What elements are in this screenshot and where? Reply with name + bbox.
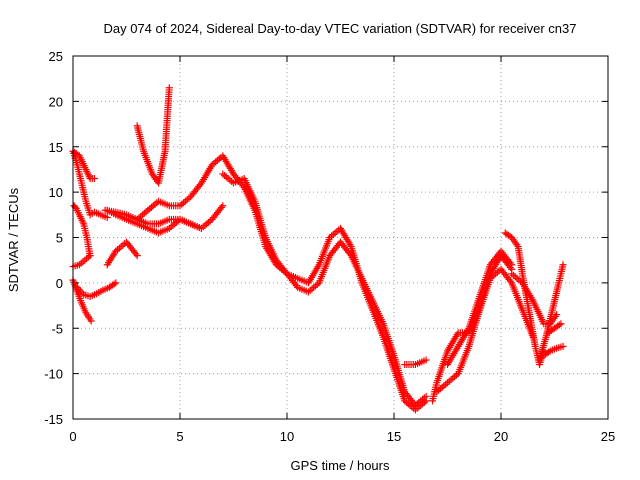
data-point [219, 202, 227, 210]
series-arc-2 [69, 147, 98, 183]
x-tick-label: 25 [601, 429, 615, 444]
data-point [346, 250, 354, 258]
chart-title: Day 074 of 2024, Sidereal Day-to-day VTE… [103, 21, 576, 36]
y-tick-label: 20 [49, 94, 63, 109]
data-point [87, 317, 95, 325]
data-points [69, 84, 567, 414]
series-arc-9 [103, 238, 141, 269]
x-tick-label: 5 [176, 429, 183, 444]
series-arc-10 [133, 84, 173, 187]
y-tick-label: 0 [56, 276, 63, 291]
data-point [422, 392, 430, 400]
series-arc-6 [73, 279, 120, 300]
data-point [103, 214, 111, 222]
data-point [165, 84, 173, 92]
x-axis-label: GPS time / hours [291, 458, 390, 473]
data-point [110, 280, 118, 288]
y-tick-label: 10 [49, 185, 63, 200]
data-point [559, 261, 567, 269]
y-tick-label: -5 [51, 321, 63, 336]
y-tick-label: 15 [49, 140, 63, 155]
data-point [70, 202, 78, 210]
data-point [506, 259, 514, 267]
data-point [196, 181, 204, 189]
x-tick-label: 15 [387, 429, 401, 444]
data-point [506, 277, 514, 285]
x-tick-labels: 0 5 10 15 20 25 [69, 429, 615, 444]
data-point [217, 203, 225, 211]
y-axis-label: SDTVAR / TECUs [6, 187, 21, 292]
series-arc-20 [540, 342, 567, 359]
x-tick-label: 0 [69, 429, 76, 444]
data-point [559, 342, 567, 350]
series-arc-5 [69, 276, 95, 325]
y-tick-labels: -15 -10 -5 0 5 10 15 20 25 [44, 49, 63, 427]
data-point [132, 250, 140, 258]
data-point [112, 279, 120, 287]
series-arc-21 [544, 320, 565, 337]
data-point [555, 321, 563, 329]
data-point [557, 320, 565, 328]
y-tick-label: -15 [44, 412, 63, 427]
x-tick-label: 20 [494, 429, 508, 444]
series-arc-16 [444, 247, 516, 369]
series-arc-15 [433, 265, 537, 396]
y-tick-label: -10 [44, 367, 63, 382]
series-arc-18 [508, 270, 561, 328]
data-point [545, 348, 553, 356]
series-arc-8 [103, 202, 227, 237]
data-point [508, 261, 516, 269]
series-arc-13 [401, 356, 430, 369]
data-point [239, 182, 247, 190]
series-arc-19 [536, 261, 567, 364]
series-arc-12 [219, 170, 430, 409]
plot-frame [72, 55, 609, 420]
y-tick-label: 5 [56, 231, 63, 246]
data-point [86, 252, 94, 260]
data-point [133, 252, 141, 260]
y-tick-label: 25 [49, 49, 63, 64]
x-tick-label: 10 [280, 429, 294, 444]
data-point [422, 356, 430, 364]
data-point [90, 175, 98, 183]
